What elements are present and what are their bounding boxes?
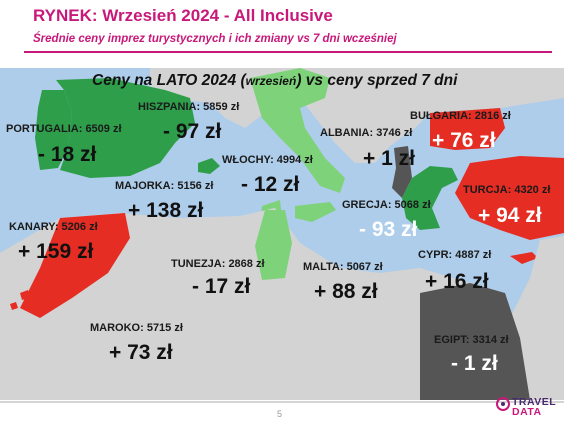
- label-portugalia: PORTUGALIA: 6509 zł: [6, 123, 122, 135]
- slide-subtitle: Średnie ceny imprez turystycznych i ich …: [33, 33, 397, 45]
- label-hiszpania: HISZPANIA: 5859 zł: [138, 101, 240, 113]
- label-majorka: MAJORKA: 5156 zł: [115, 180, 214, 192]
- logo-line-1: TRAVEL: [512, 396, 557, 408]
- label-bulgaria: BUŁGARIA: 2816 zł: [410, 110, 511, 122]
- map-heading: Ceny na LATO 2024 (wrzesień) vs ceny spr…: [92, 72, 457, 90]
- change-grecja: - 93 zł: [359, 218, 418, 241]
- label-egipt: EGIPT: 3314 zł: [434, 334, 509, 346]
- label-kanary: KANARY: 5206 zł: [9, 221, 98, 233]
- change-tunezja: - 17 zł: [192, 275, 251, 298]
- change-bulgaria: + 76 zł: [432, 129, 496, 152]
- label-wlochy: WŁOCHY: 4994 zł: [222, 154, 313, 166]
- change-portugalia: - 18 zł: [38, 143, 97, 166]
- land-mallorca: [198, 158, 220, 174]
- label-tunezja: TUNEZJA: 2868 zł: [171, 258, 265, 270]
- title-divider: [24, 51, 552, 53]
- land-bulgaria: [430, 108, 505, 150]
- land-egypt: [420, 283, 530, 400]
- change-kanary: + 159 zł: [18, 240, 94, 263]
- logo-text: TRAVEL DATA: [512, 396, 557, 418]
- land-greece: [402, 166, 458, 230]
- page-number: 5: [277, 409, 283, 419]
- change-wlochy: - 12 zł: [241, 173, 300, 196]
- land-cyprus: [510, 252, 538, 264]
- change-turcja: + 94 zł: [478, 204, 542, 227]
- land-italy: [250, 68, 345, 193]
- label-grecja: GRECJA: 5068 zł: [342, 199, 431, 211]
- change-hiszpania: - 97 zł: [163, 120, 222, 143]
- land-balkans: [300, 68, 564, 163]
- logo-line-2: DATA: [512, 406, 542, 418]
- land-spain: [56, 78, 195, 178]
- change-egipt: - 1 zł: [451, 352, 498, 375]
- change-albania: + 1 zł: [363, 147, 415, 170]
- label-malta: MALTA: 5067 zł: [303, 261, 383, 273]
- travel-data-logo: TRAVEL DATA: [494, 395, 560, 421]
- land-portugal: [35, 90, 72, 170]
- logo-icon: [496, 397, 510, 411]
- land-albania: [392, 146, 412, 198]
- label-maroko: MAROKO: 5715 zł: [90, 322, 183, 334]
- land-sicily: [295, 202, 336, 222]
- label-albania: ALBANIA: 3746 zł: [320, 127, 413, 139]
- mediterranean-map: [0, 68, 564, 400]
- label-cypr: CYPR: 4887 zł: [418, 249, 492, 261]
- land-morocco: [20, 213, 130, 318]
- land-tunisia: [255, 210, 292, 280]
- land-canary-islands: [10, 282, 56, 310]
- label-turcja: TURCJA: 4320 zł: [463, 184, 551, 196]
- change-maroko: + 73 zł: [109, 341, 173, 364]
- change-cypr: + 16 zł: [425, 270, 489, 293]
- map-heading-main: Ceny na LATO 2024 (: [92, 72, 246, 89]
- footer-divider: [0, 401, 564, 403]
- slide-title: RYNEK: Wrzesień 2024 - All Inclusive: [33, 6, 333, 25]
- change-malta: + 88 zł: [314, 280, 378, 303]
- change-majorka: + 138 zł: [128, 199, 204, 222]
- map-heading-end: ) vs ceny sprzed 7 dni: [296, 72, 458, 89]
- land-north-africa: [0, 208, 510, 400]
- map: [0, 68, 564, 400]
- map-heading-month: wrzesień: [245, 74, 297, 88]
- land-turkey: [455, 156, 564, 240]
